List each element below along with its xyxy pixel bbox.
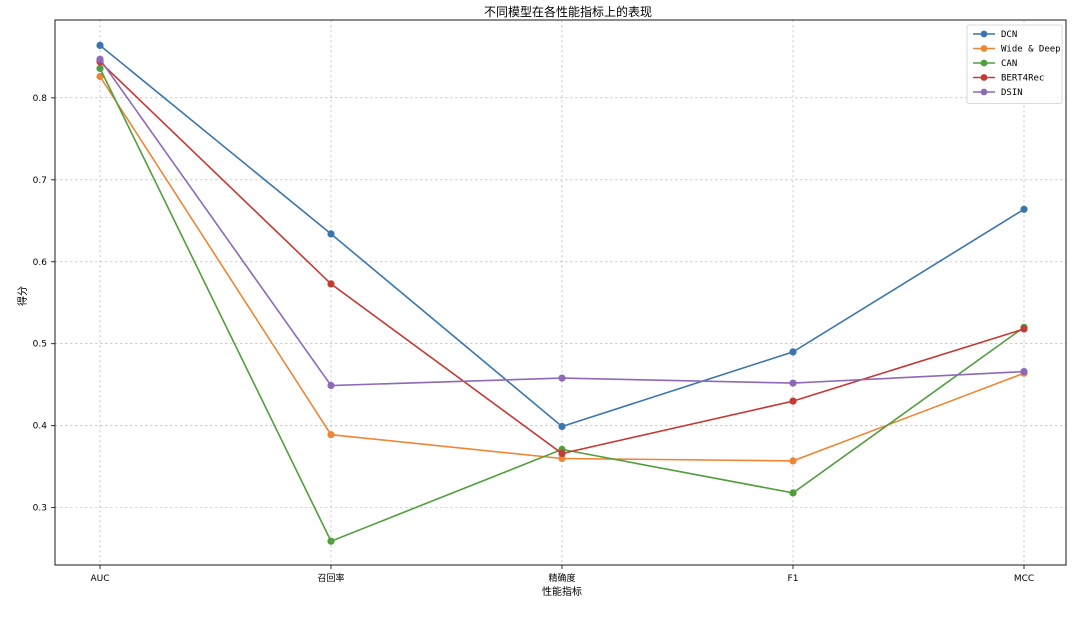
series-line [99,76,1025,462]
data-point [1020,325,1028,333]
legend-item: DSIN [973,88,1023,98]
legend-marker [980,88,988,96]
legend-marker [980,74,988,81]
data-point [558,454,566,463]
data-point [1020,368,1028,376]
data-point [327,431,335,439]
x-tick-label: 精确度 [548,572,575,584]
data-point [558,422,566,431]
data-point [558,374,566,382]
legend-marker [980,45,988,52]
legend-label: DCN [1001,30,1017,40]
data-point [327,230,335,238]
legend-item: DCN [973,30,1017,40]
series-dsin [96,55,1028,390]
axis-ticks: AUC 召回率 精确度 F1 MCC 0.3 0.4 0.5 0.6 0.7 0.8 [33,94,1035,584]
x-tick-label: MCC [1014,574,1034,584]
y-tick-label: 0.5 [33,340,47,350]
data-point [789,489,797,497]
legend-box [966,24,1063,104]
x-tick-label: AUC [90,574,109,584]
series-dcn [96,41,1028,431]
chart-title: 不同模型在各性能指标上的表现 [484,4,652,19]
series-layer [96,41,1028,545]
legend-label: Wide & Deep [1001,45,1061,55]
data-point [96,41,104,50]
data-point [96,72,104,81]
y-tick-label: 0.8 [33,94,48,104]
data-point [789,379,797,387]
data-point [789,348,797,356]
data-point [789,397,797,405]
legend-item: Wide & Deep [973,45,1061,55]
y-tick-label: 0.3 [33,504,47,514]
data-point [327,381,335,390]
y-axis-label: 得分 [17,286,29,306]
legend-item: CAN [973,59,1017,69]
data-point [96,55,104,63]
legend-marker [980,30,988,38]
y-tick-label: 0.6 [33,258,48,268]
y-tick-label: 0.4 [33,422,48,432]
legend-label: BERT4Rec [1001,74,1044,84]
data-point [96,64,104,72]
x-tick-label: 召回率 [317,572,344,584]
x-tick-label: F1 [788,574,799,584]
legend: DCN Wide & Deep CAN BERT4Rec DSIN [966,24,1063,104]
grid [55,20,1066,565]
data-point [1020,205,1028,213]
legend-label: DSIN [1001,88,1023,98]
y-tick-label: 0.7 [33,176,47,186]
data-point [558,449,566,458]
x-axis-label: 性能指标 [542,585,582,598]
plot-frame [54,19,1067,566]
series-bert4rec [96,58,1028,458]
legend-label: CAN [1001,59,1017,69]
legend-marker [980,59,988,67]
data-point [327,537,335,545]
data-point [789,457,797,465]
legend-item: BERT4Rec [973,74,1044,84]
data-point [327,280,335,288]
